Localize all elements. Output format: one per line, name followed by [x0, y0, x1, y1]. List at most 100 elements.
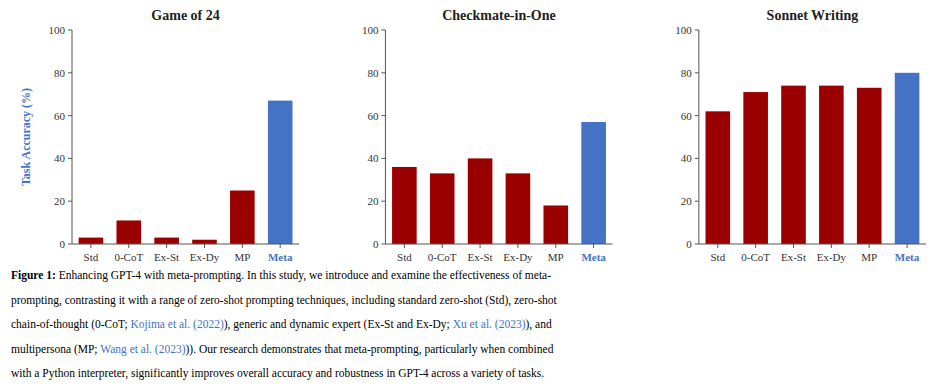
x-tick — [242, 244, 243, 248]
y-tick-label: 80 — [681, 67, 693, 79]
bar — [116, 220, 141, 244]
y-tick-label: 20 — [54, 195, 66, 207]
bar — [506, 173, 531, 244]
y-tick-label: 60 — [367, 110, 379, 122]
x-tick-label: Std — [397, 251, 412, 263]
bar — [468, 158, 493, 244]
x-tick — [555, 244, 556, 248]
x-tick-label: Ex-St — [468, 251, 493, 263]
y-tick — [68, 30, 72, 31]
bar — [581, 122, 606, 244]
caption-segment: Wang et al. (2023) — [100, 343, 185, 356]
caption: Figure 1: Enhancing GPT-4 with meta-prom… — [11, 269, 558, 380]
caption-segment: multipersona (MP; — [11, 343, 100, 356]
bars — [705, 73, 919, 244]
y-tick-label: 40 — [367, 152, 379, 164]
y-tick — [381, 115, 385, 116]
y-tick — [695, 115, 699, 116]
caption-segment: ), generic and dynamic expert (Ex-St and… — [224, 318, 453, 331]
x-tick — [907, 244, 908, 248]
y-tick — [381, 244, 385, 245]
x-tick — [280, 244, 281, 248]
caption-segment: prompting, contrasting it with a range o… — [11, 294, 558, 307]
x-tick-label: Ex-Dy — [817, 251, 847, 263]
y-tick — [68, 201, 72, 202]
x-tick-label: Ex-St — [781, 251, 806, 263]
x-tick — [517, 244, 518, 248]
y-tick — [695, 244, 699, 245]
y-tick-label: 20 — [681, 195, 693, 207]
x-tick — [204, 244, 205, 248]
bar — [430, 173, 455, 244]
y-tick-label: 60 — [681, 110, 693, 122]
bar — [857, 88, 882, 244]
y-axis-label: Task Accuracy (%) — [19, 88, 33, 186]
x-tick — [166, 244, 167, 248]
y-tick-label: 0 — [60, 238, 66, 250]
x-tick — [593, 244, 594, 248]
x-tick — [717, 244, 718, 248]
bar — [268, 101, 293, 244]
y-tick-label: 100 — [49, 24, 66, 36]
x-tick-label: Meta — [895, 251, 920, 263]
x-tick — [404, 244, 405, 248]
bar — [79, 238, 104, 244]
y-tick — [381, 158, 385, 159]
bar — [392, 167, 417, 244]
y-tick — [381, 30, 385, 31]
y-tick — [68, 158, 72, 159]
caption-line: chain-of-thought (0-CoT; Kojima et al. (… — [11, 318, 552, 331]
x-tick-label: 0-CoT — [114, 251, 143, 263]
y-tick — [381, 201, 385, 202]
x-tick — [869, 244, 870, 248]
x-tick — [128, 244, 129, 248]
y-axis-line — [385, 30, 386, 244]
y-tick — [381, 72, 385, 73]
x-tick — [480, 244, 481, 248]
caption-line: prompting, contrasting it with a range o… — [11, 294, 558, 307]
panel-title: Checkmate-in-One — [442, 8, 556, 23]
y-axis-line — [698, 30, 699, 244]
bar — [743, 92, 768, 244]
panel: 020406080100Std0-CoTEx-StEx-DyMPMetaSonn… — [675, 8, 926, 263]
panel: 020406080100Std0-CoTEx-StEx-DyMPMetaGame… — [19, 8, 299, 263]
bar — [781, 86, 806, 244]
y-tick — [68, 244, 72, 245]
y-tick — [695, 158, 699, 159]
x-tick-label: Ex-Dy — [503, 251, 533, 263]
y-tick-label: 80 — [54, 67, 66, 79]
x-tick — [442, 244, 443, 248]
caption-line: with a Python interpreter, significantly… — [11, 367, 544, 380]
y-axis-line — [72, 30, 73, 244]
x-tick — [793, 244, 794, 248]
x-tick-label: Ex-Dy — [190, 251, 220, 263]
caption-segment: )). Our research demonstrates that meta-… — [186, 343, 554, 356]
x-axis-line — [699, 244, 926, 245]
x-tick-label: Ex-St — [154, 251, 179, 263]
y-tick-label: 60 — [54, 110, 66, 122]
bar — [543, 205, 568, 244]
x-tick-label: 0-CoT — [741, 251, 770, 263]
caption-segment: with a Python interpreter, significantly… — [11, 367, 544, 380]
bar — [230, 191, 255, 245]
panel-title: Game of 24 — [151, 8, 219, 23]
y-tick-label: 0 — [686, 238, 692, 250]
y-tick-label: 100 — [362, 24, 379, 36]
x-tick-label: Meta — [268, 251, 293, 263]
y-tick-label: 40 — [54, 152, 66, 164]
bar — [895, 73, 920, 244]
x-axis-line — [72, 244, 299, 245]
caption-segment: Xu et al. (2023) — [453, 318, 526, 331]
y-tick — [695, 72, 699, 73]
y-tick — [68, 115, 72, 116]
y-tick — [695, 201, 699, 202]
y-tick-label: 100 — [675, 24, 692, 36]
y-tick-label: 40 — [681, 152, 693, 164]
y-tick — [695, 30, 699, 31]
figure: 020406080100Std0-CoTEx-StEx-DyMPMetaGame… — [0, 0, 936, 388]
x-tick-label: Std — [710, 251, 725, 263]
x-tick-label: 0-CoT — [428, 251, 457, 263]
x-tick-label: Meta — [581, 251, 606, 263]
bars — [392, 122, 606, 244]
bar — [192, 240, 217, 244]
